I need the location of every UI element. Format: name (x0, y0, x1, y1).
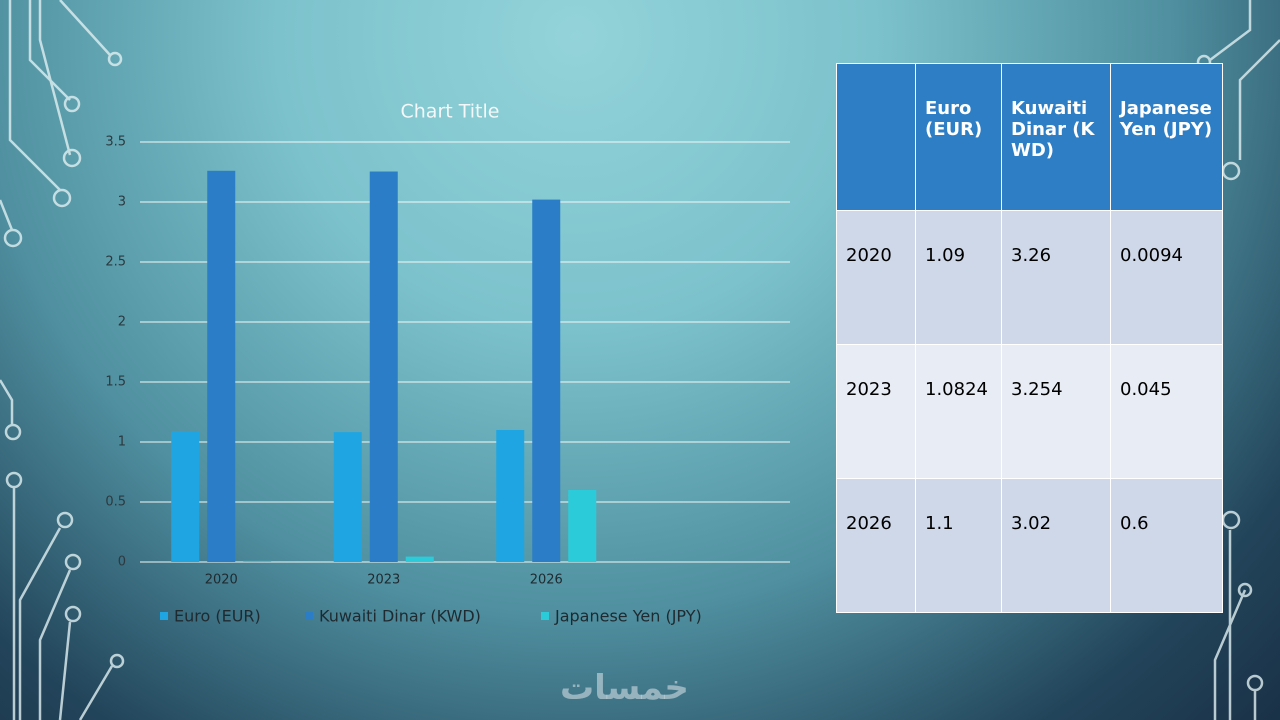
watermark: خمسات (560, 668, 689, 708)
y-tick-label: 0.5 (105, 495, 126, 510)
table-row: 2020 1.09 3.26 0.0094 (836, 210, 1223, 345)
circuit (0, 0, 111, 231)
y-tick-label: 1 (118, 435, 126, 450)
circuit (0, 379, 114, 720)
y-tick-label: 3.5 (105, 135, 126, 150)
y-tick-label: 0 (118, 555, 126, 570)
circuit-node (63, 95, 81, 113)
y-tick-label: 3 (118, 195, 126, 210)
table-cell: 3.26 (1001, 210, 1111, 345)
circuit-node (1221, 510, 1241, 530)
legend-label: Kuwaiti Dinar (KWD) (319, 607, 481, 626)
y-tick-label: 1.5 (105, 375, 126, 390)
y-tick-label: 2 (118, 315, 126, 330)
circuit-node (56, 511, 74, 529)
bar (207, 170, 236, 563)
bar (405, 556, 434, 562)
table-row: 2026 1.1 3.02 0.6 (836, 478, 1223, 613)
circuit-node (109, 653, 125, 669)
circuit-node (62, 148, 82, 168)
bar (369, 171, 398, 562)
table-cell: 0.6 (1110, 478, 1223, 613)
header-cell (836, 63, 916, 211)
chart-title: Chart Title (401, 101, 500, 123)
legend-swatch (541, 612, 549, 620)
circuit-node (107, 51, 123, 67)
chart: Chart Title 0 0.5 1 1.5 2 2.5 3 3.5 2020 2023 2026… (105, 101, 790, 626)
table-row: 2023 1.0824 3.254 0.045 (836, 344, 1223, 479)
bar (532, 199, 561, 562)
bar (171, 431, 200, 562)
bar (568, 490, 597, 562)
bar (333, 432, 362, 562)
legend-label: Euro (EUR) (174, 607, 261, 626)
table-cell: 1.0824 (915, 344, 1002, 479)
table-cell: 3.254 (1001, 344, 1111, 479)
circuit-node (3, 228, 23, 248)
table-header: Euro (EUR) Kuwaiti Dinar (KWD) Japanese … (836, 63, 1223, 211)
table-cell: 1.1 (915, 478, 1002, 613)
bar (496, 430, 525, 562)
circuit-node (1246, 674, 1264, 692)
bar (243, 560, 272, 562)
circuit-node (1221, 161, 1241, 181)
legend-swatch (305, 612, 313, 620)
table-cell: 3.02 (1001, 478, 1111, 613)
table-cell: 2026 (836, 478, 916, 613)
header-cell: Japanese Yen (JPY) (1110, 63, 1223, 211)
circuit (1209, 0, 1280, 720)
x-tick-label: 2023 (367, 573, 400, 588)
circuit-node (5, 471, 23, 489)
circuit-node (64, 605, 82, 623)
legend-label: Japanese Yen (JPY) (554, 607, 702, 626)
table-cell: 0.0094 (1110, 210, 1223, 345)
legend-swatch (160, 612, 168, 620)
circuit-node (52, 188, 72, 208)
y-tick-label: 2.5 (105, 255, 126, 270)
table-cell: 2020 (836, 210, 916, 345)
data-table: Euro (EUR) Kuwaiti Dinar (KWD) Japanese … (836, 63, 1223, 613)
table-body: 2020 1.09 3.26 0.0094 2023 1.0824 3.254 0.045 20… (836, 210, 1223, 613)
table-cell: 1.09 (915, 210, 1002, 345)
x-tick-label: 2026 (530, 573, 563, 588)
table-cell: 2023 (836, 344, 916, 479)
circuit-node (64, 553, 82, 571)
header-cell: Kuwaiti Dinar (KWD) (1001, 63, 1111, 211)
circuit-node (1237, 582, 1253, 598)
header-cell: Euro (EUR) (915, 63, 1002, 211)
x-tick-label: 2020 (205, 573, 238, 588)
table-cell: 0.045 (1110, 344, 1223, 479)
